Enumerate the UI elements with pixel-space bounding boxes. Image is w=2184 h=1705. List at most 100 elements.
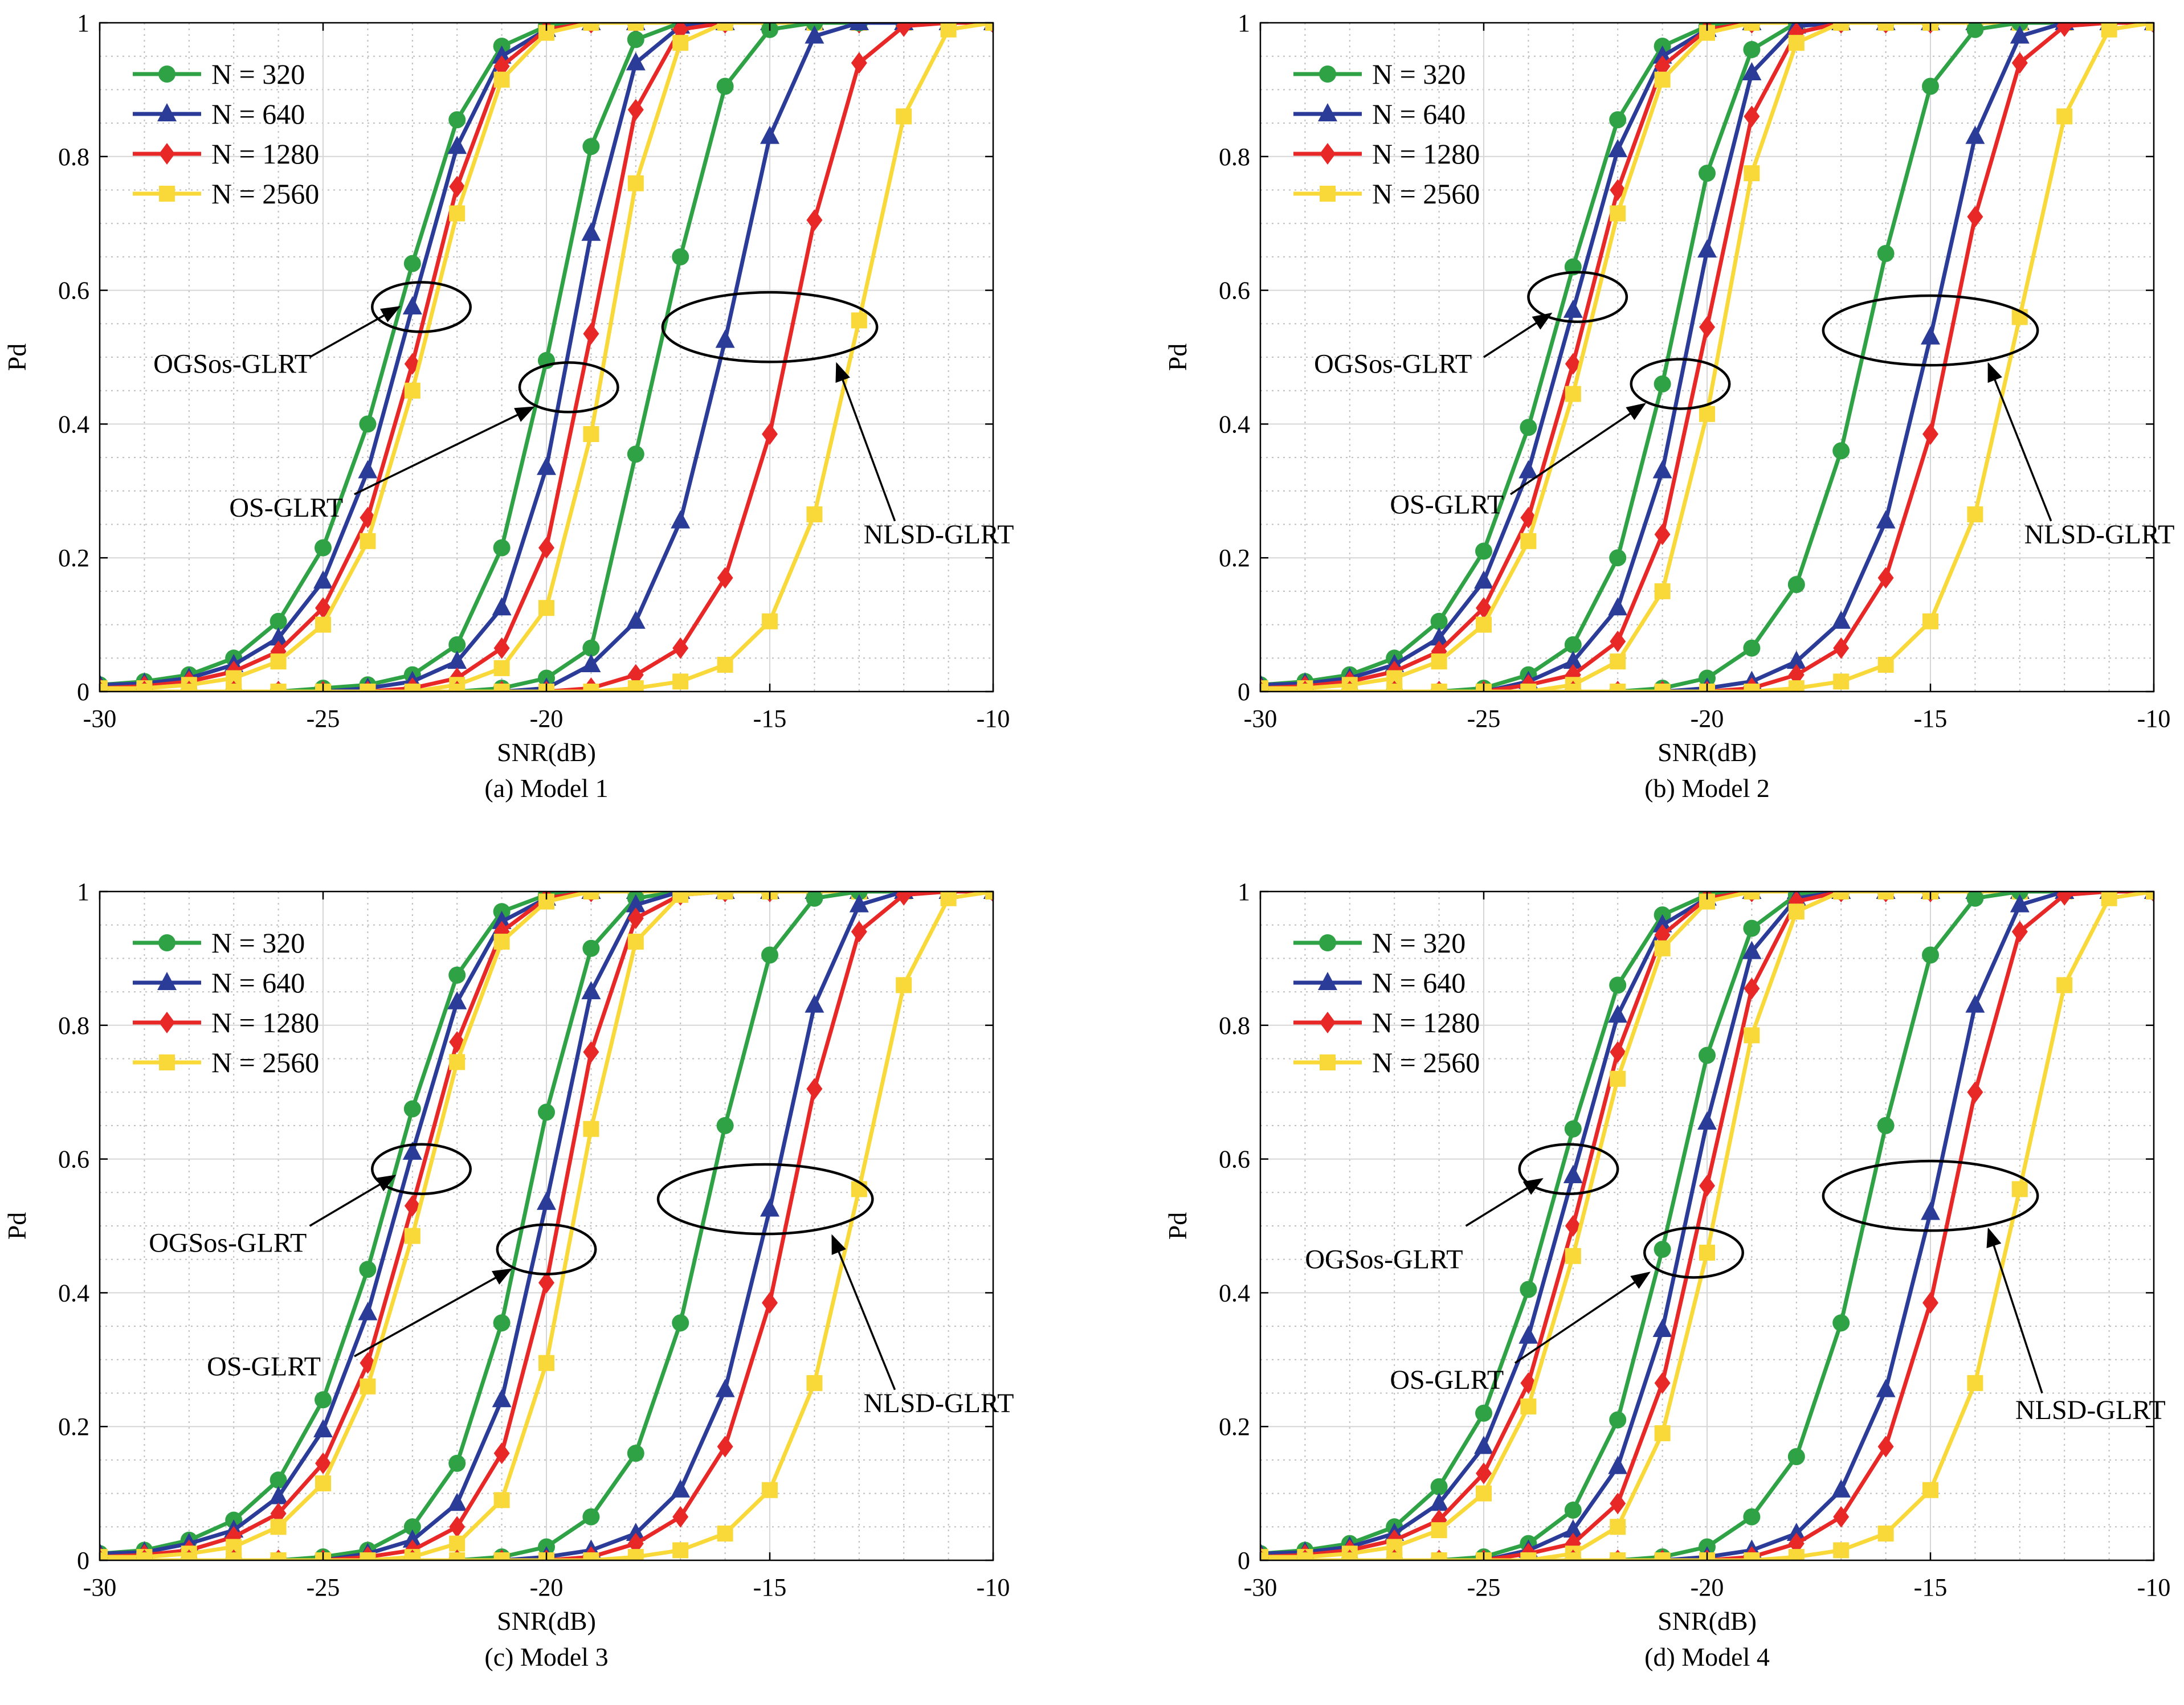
y-tick-label: 0.6 [58, 277, 89, 305]
x-tick-label: -20 [1691, 705, 1724, 733]
y-tick-label: 0 [1238, 678, 1250, 706]
data-point-nlsd-glrt-n-320-13 [1832, 442, 1850, 460]
data-point-nlsd-glrt-n-1280-15 [762, 1292, 778, 1314]
data-point-os-glrt-n-640-9 [1652, 460, 1672, 479]
data-point-nlsd-glrt-n-320-14 [716, 77, 734, 95]
data-point-nlsd-glrt-n-1280-18 [2056, 892, 2073, 906]
data-point-os-glrt-n-2560-14 [1877, 892, 1894, 899]
data-point-ogsos-glrt-n-2560-5 [1476, 1485, 1492, 1502]
annotation-arrow-nlsd-glrt [1986, 1227, 2043, 1394]
data-point-ogsos-glrt-n-2560-4 [1431, 1522, 1447, 1539]
data-point-nlsd-glrt-n-640-16 [805, 994, 824, 1013]
data-point-nlsd-glrt-n-2560-11 [1744, 684, 1760, 692]
annotation-ellipse-os-glrt [496, 1223, 597, 1275]
data-point-ogsos-glrt-n-2560-4 [270, 1519, 287, 1535]
data-point-ogsos-glrt-n-320-7 [403, 255, 421, 272]
data-point-nlsd-glrt-n-640-13 [671, 510, 691, 529]
y-tick-label: 0.4 [1219, 410, 1250, 438]
annotations: OGSos-GLRT OS-GLRT NLSD-GLRT [1314, 271, 2174, 550]
annotation-ellipse-nlsd-glrt [1822, 294, 2039, 367]
data-point-os-glrt-n-640-11 [1742, 941, 1762, 959]
legend-label-n-1280: N = 1280 [1372, 1007, 1480, 1038]
legend: N = 320 N = 640 N = 1280 N = 2560 [133, 58, 319, 210]
data-point-nlsd-glrt-n-320-14 [1877, 245, 1895, 263]
data-point-nlsd-glrt-n-2560-19 [2101, 23, 2117, 38]
data-point-os-glrt-n-1280-9 [493, 637, 510, 659]
data-point-ogsos-glrt-n-2560-5 [315, 616, 331, 633]
data-point-nlsd-glrt-n-640-14 [715, 1379, 735, 1397]
y-tick-label: 0.4 [58, 1279, 89, 1307]
data-point-nlsd-glrt-n-2560-8 [1610, 1552, 1626, 1560]
legend-label-n-640: N = 640 [1372, 967, 1465, 999]
data-point-nlsd-glrt-n-2560-1 [1297, 1552, 1313, 1560]
annotation-arrow-ogsos-glrt [309, 1175, 397, 1227]
legend-label-n-640: N = 640 [1372, 98, 1465, 130]
data-point-os-glrt-n-1280-9 [493, 1442, 510, 1465]
legend-marker-n-320 [158, 934, 175, 951]
data-point-os-glrt-n-2560-10 [1699, 1244, 1715, 1261]
x-tick-label: -10 [977, 705, 1010, 733]
y-axis-label: Pd [1163, 344, 1192, 371]
annotation-ellipse-ogsos-glrt [370, 1143, 472, 1195]
data-point-ogsos-glrt-n-640-4 [268, 1486, 288, 1504]
y-tick-label: 0.2 [1219, 1413, 1250, 1441]
data-point-nlsd-glrt-n-2560-4 [270, 684, 287, 692]
data-point-ogsos-glrt-n-640-4 [268, 627, 288, 646]
x-axis-label: SNR(dB) [1658, 738, 1757, 767]
data-point-os-glrt-n-640-10 [1697, 1111, 1717, 1130]
data-point-os-glrt-n-320-7 [1564, 636, 1582, 653]
data-point-nlsd-glrt-n-2560-18 [2056, 977, 2073, 993]
legend-label-n-2560: N = 2560 [211, 1046, 319, 1078]
legend-label-n-640: N = 640 [211, 967, 305, 999]
data-point-ogsos-glrt-n-320-6 [1520, 419, 1537, 436]
data-point-ogsos-glrt-n-320-8 [1609, 976, 1627, 994]
data-point-nlsd-glrt-n-2560-0 [100, 684, 108, 692]
series-line-nlsd-glrt-n-2560 [1260, 892, 2154, 1560]
data-point-os-glrt-n-320-7 [1564, 1501, 1582, 1519]
data-point-os-glrt-n-640-10 [537, 456, 556, 475]
data-point-ogsos-glrt-n-1280-5 [1476, 1462, 1492, 1485]
data-point-ogsos-glrt-n-640-8 [447, 136, 467, 154]
data-point-nlsd-glrt-n-2560-19 [940, 892, 957, 906]
legend-label-n-1280: N = 1280 [1372, 138, 1480, 170]
data-point-nlsd-glrt-n-2560-12 [1788, 1549, 1805, 1560]
data-point-os-glrt-n-640-7 [1563, 651, 1583, 669]
data-point-ogsos-glrt-n-320-4 [1430, 612, 1448, 630]
data-point-nlsd-glrt-n-640-15 [1921, 1201, 1940, 1220]
annotations: OGSos-GLRT OS-GLRT NLSD-GLRT [153, 281, 1014, 550]
data-point-nlsd-glrt-n-320-13 [1832, 1314, 1850, 1332]
legend: N = 320 N = 640 N = 1280 N = 2560 [1293, 927, 1480, 1078]
data-point-os-glrt-n-2560-13 [1833, 23, 1850, 31]
x-tick-label: -25 [307, 1573, 340, 1601]
data-point-os-glrt-n-1280-8 [449, 1516, 466, 1538]
data-point-os-glrt-n-320-8 [1609, 1411, 1627, 1429]
x-tick-label: -10 [977, 1573, 1010, 1601]
data-point-os-glrt-n-320-8 [1609, 549, 1627, 567]
data-point-os-glrt-n-2560-14 [717, 23, 733, 31]
data-point-ogsos-glrt-n-1280-7 [1565, 1215, 1581, 1237]
data-point-nlsd-glrt-n-2560-4 [270, 1552, 287, 1560]
data-point-nlsd-glrt-n-2560-12 [1788, 680, 1805, 692]
data-point-nlsd-glrt-n-320-16 [1966, 23, 1984, 38]
legend-marker-n-640 [1318, 972, 1337, 990]
data-point-nlsd-glrt-n-2560-15 [1922, 613, 1938, 629]
data-point-ogsos-glrt-n-2560-4 [270, 653, 287, 670]
data-point-nlsd-glrt-n-2560-3 [1386, 1552, 1403, 1560]
data-point-nlsd-glrt-n-1280-17 [2011, 921, 2028, 943]
data-point-ogsos-glrt-n-640-9 [492, 910, 512, 929]
data-point-nlsd-glrt-n-2560-11 [1744, 1552, 1760, 1560]
x-tick-label: -25 [1467, 1573, 1501, 1601]
y-tick-label: 0.6 [58, 1146, 89, 1174]
panel-caption: (d) Model 4 [1644, 1642, 1770, 1671]
y-tick-label: 0.8 [58, 1012, 89, 1040]
data-point-nlsd-glrt-n-640-17 [2010, 25, 2030, 44]
legend-marker-n-2560 [159, 186, 175, 202]
y-tick-label: 0.4 [1219, 1279, 1250, 1307]
data-point-ogsos-glrt-n-640-5 [1474, 570, 1493, 589]
series-line-nlsd-glrt-n-2560 [1260, 23, 2154, 692]
data-point-ogsos-glrt-n-2560-9 [1654, 71, 1671, 88]
data-point-nlsd-glrt-n-2560-2 [181, 684, 197, 692]
data-point-nlsd-glrt-n-2560-9 [493, 684, 510, 692]
data-point-os-glrt-n-1280-11 [583, 1041, 599, 1063]
data-point-nlsd-glrt-n-1280-17 [851, 921, 867, 943]
